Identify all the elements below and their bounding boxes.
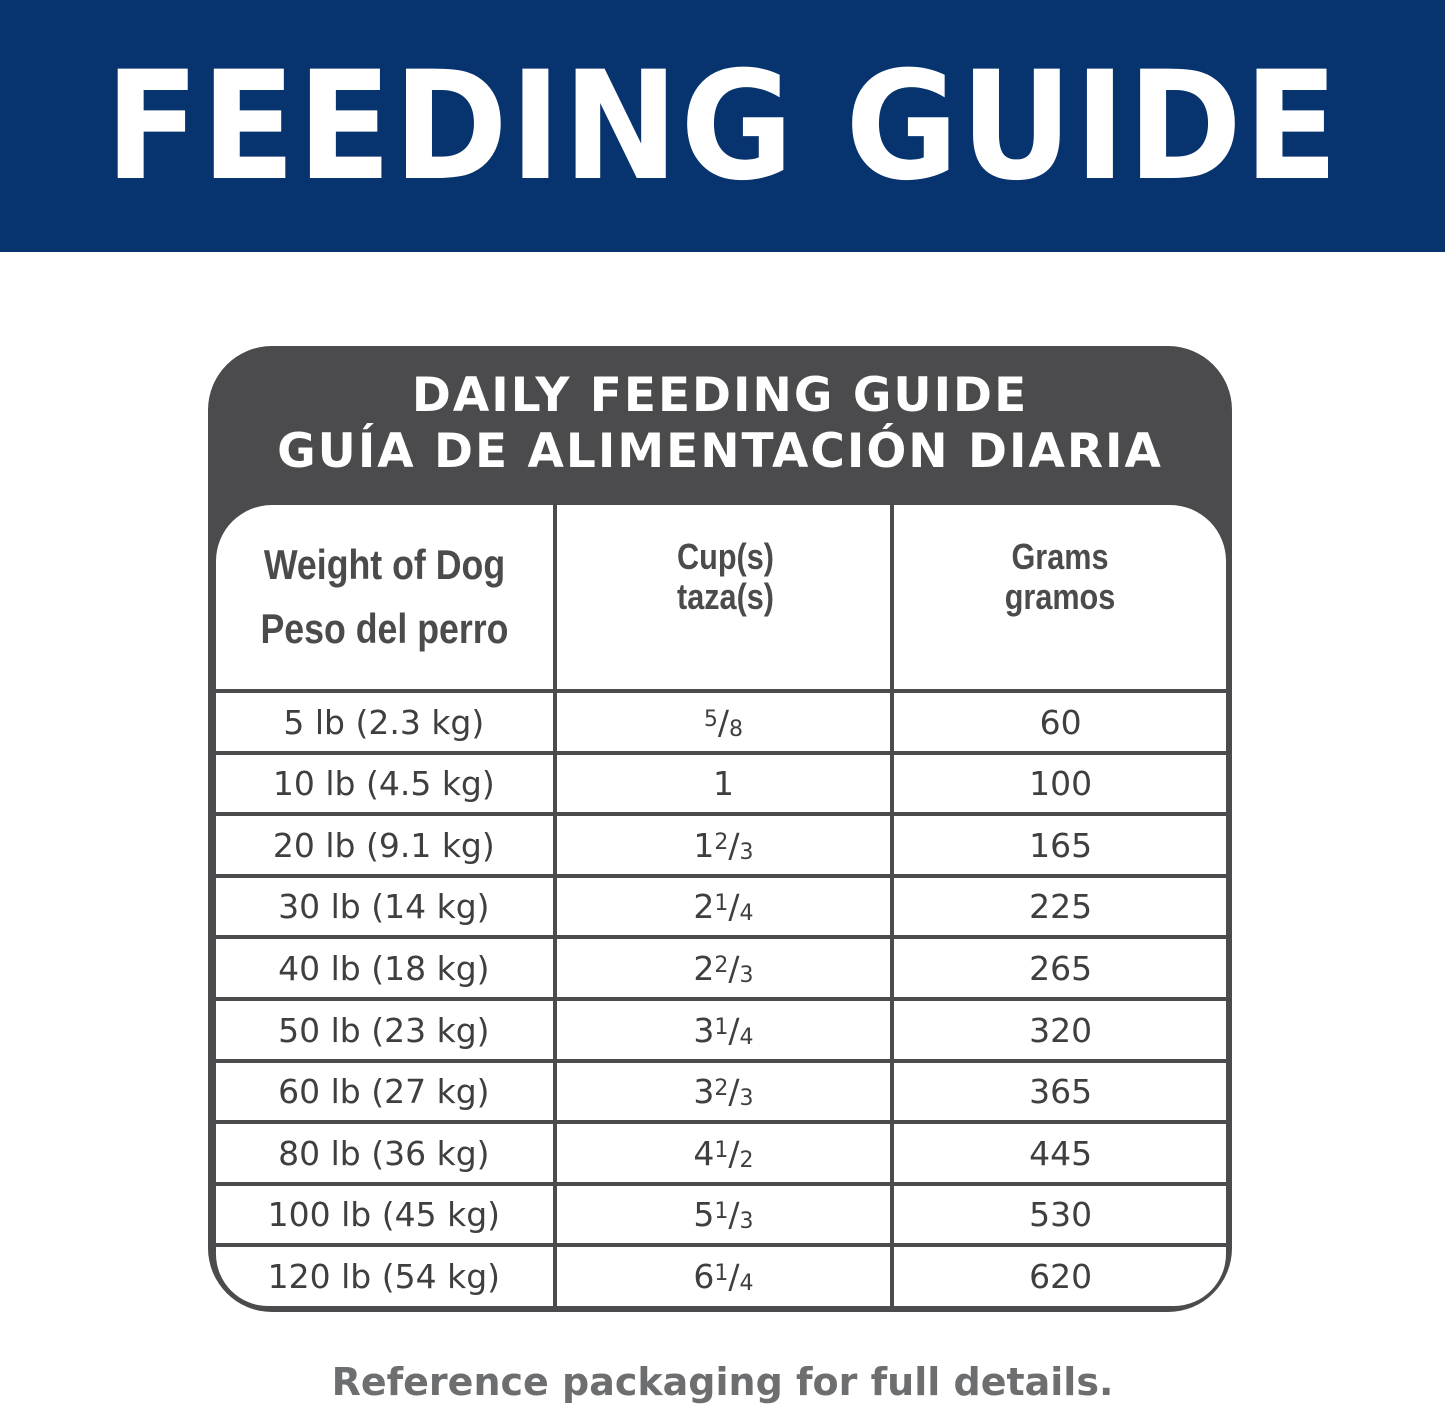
cups-whole: 3 [693, 1010, 715, 1050]
cups-cell: 22/3 [693, 948, 754, 988]
cups-numerator: 1 [714, 1014, 729, 1040]
cups-denominator: 4 [739, 1270, 754, 1296]
grams-cell: 60 [1039, 702, 1082, 742]
banner: FEEDING GUIDE [0, 0, 1445, 252]
table-row: 80 lb (36 kg) 41/2 445 [216, 1120, 1226, 1182]
table-row: 60 lb (27 kg) 32/3 365 [216, 1058, 1226, 1121]
table-row: 100 lb (45 kg) 51/3 530 [216, 1181, 1226, 1244]
daily-feeding-card: DAILY FEEDING GUIDE GUÍA DE ALIMENTACIÓN… [208, 346, 1232, 1312]
grams-cell: 365 [1029, 1072, 1093, 1112]
cups-cell: 21/4 [693, 887, 754, 927]
card-title: DAILY FEEDING GUIDE GUÍA DE ALIMENTACIÓN… [208, 368, 1232, 480]
cups-numerator: 1 [714, 1199, 729, 1225]
table-row: 50 lb (23 kg) 31/4 320 [216, 997, 1226, 1059]
grams-cell: 530 [1029, 1195, 1093, 1235]
cups-numerator: 2 [714, 829, 729, 855]
grams-cell: 100 [1029, 764, 1093, 804]
cups-denominator: 4 [739, 1024, 754, 1050]
cups-cell: 41/2 [693, 1133, 754, 1173]
weight-cell: 40 lb (18 kg) [278, 948, 490, 988]
weight-cell: 60 lb (27 kg) [278, 1072, 490, 1112]
cups-whole: 4 [693, 1133, 715, 1173]
cups-cell: 32/3 [693, 1072, 754, 1112]
header-grams: Grams gramos [919, 505, 1201, 689]
grams-cell: 320 [1029, 1010, 1093, 1050]
feeding-table: Weight of Dog Peso del perro Cup(s) taza… [216, 505, 1226, 1306]
cups-denominator: 4 [739, 901, 754, 927]
cups-cell: 31/4 [693, 1010, 754, 1050]
table-row: 5 lb (2.3 kg) 5/8 60 [216, 689, 1226, 751]
cups-denominator: 3 [739, 839, 754, 865]
cups-numerator: 5 [703, 706, 718, 732]
card-title-es: GUÍA DE ALIMENTACIÓN DIARIA [277, 424, 1163, 479]
weight-cell: 10 lb (4.5 kg) [272, 764, 495, 804]
header-cups-es: taza(s) [677, 576, 774, 617]
table-row: 40 lb (18 kg) 22/3 265 [216, 935, 1226, 997]
weight-cell: 120 lb (54 kg) [267, 1256, 501, 1296]
cups-cell: 51/3 [693, 1195, 754, 1235]
cups-numerator: 2 [714, 1076, 729, 1102]
cups-numerator: 1 [714, 891, 729, 917]
cups-whole: 2 [693, 948, 715, 988]
weight-cell: 80 lb (36 kg) [278, 1133, 490, 1173]
cups-denominator: 3 [739, 962, 754, 988]
weight-cell: 5 lb (2.3 kg) [283, 702, 485, 742]
cups-denominator: 8 [729, 716, 744, 742]
cups-cell: 12/3 [693, 825, 754, 865]
cups-numerator: 2 [714, 952, 729, 978]
card-title-en: DAILY FEEDING GUIDE [411, 368, 1029, 423]
table-row: 30 lb (14 kg) 21/4 225 [216, 873, 1226, 936]
table-row: 20 lb (9.1 kg) 12/3 165 [216, 812, 1226, 874]
cups-whole: 5 [693, 1195, 715, 1235]
cups-whole: 3 [693, 1072, 715, 1112]
footer-note: Reference packaging for full details. [331, 1360, 1114, 1404]
cups-cell: 1 [556, 764, 892, 803]
column-divider [553, 505, 557, 1306]
header-grams-en: Grams [1011, 536, 1109, 577]
weight-cell: 50 lb (23 kg) [278, 1010, 490, 1050]
grams-cell: 165 [1029, 825, 1093, 865]
weight-cell: 30 lb (14 kg) [278, 887, 490, 927]
header-weight-es: Peso del perro [260, 605, 509, 652]
cups-cell: 5/8 [703, 702, 744, 742]
cups-denominator: 3 [739, 1086, 754, 1112]
cups-denominator: 2 [739, 1147, 754, 1173]
cups-denominator: 3 [739, 1209, 754, 1235]
banner-title: FEEDING GUIDE [105, 40, 1340, 214]
grams-cell: 620 [1029, 1256, 1093, 1296]
cups-whole: 1 [693, 825, 715, 865]
weight-cell: 20 lb (9.1 kg) [272, 825, 495, 865]
table-row: 120 lb (54 kg) 61/4 620 [216, 1243, 1226, 1305]
grams-cell: 265 [1029, 948, 1093, 988]
cups-numerator: 1 [714, 1260, 729, 1286]
cups-whole: 2 [693, 887, 715, 927]
header-cups-en: Cup(s) [677, 536, 774, 577]
cups-whole: 1 [712, 764, 734, 804]
header-grams-es: gramos [1004, 576, 1116, 617]
header-weight: Weight of Dog Peso del perro [241, 505, 527, 689]
header-cups: Cup(s) taza(s) [582, 505, 868, 689]
cups-numerator: 1 [714, 1137, 729, 1163]
grams-cell: 225 [1029, 887, 1093, 927]
weight-cell: 100 lb (45 kg) [267, 1195, 501, 1235]
cups-cell: 61/4 [693, 1256, 754, 1296]
cups-whole: 6 [693, 1256, 715, 1296]
column-divider [890, 505, 894, 1306]
table-row: 10 lb (4.5 kg) 1 100 [216, 750, 1226, 813]
grams-cell: 445 [1029, 1133, 1093, 1173]
header-weight-en: Weight of Dog [263, 541, 506, 588]
